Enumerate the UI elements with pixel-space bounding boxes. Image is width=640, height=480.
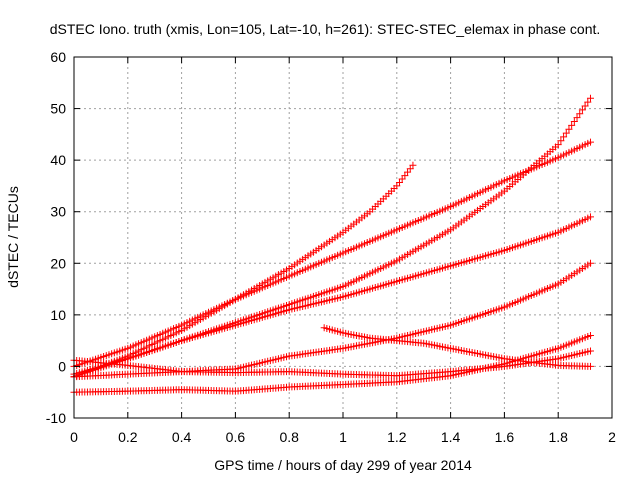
data-point [578, 106, 586, 114]
x-tick-label: 1.6 [495, 429, 515, 445]
series-sat7 [70, 347, 594, 381]
data-point [586, 331, 594, 339]
data-point [586, 94, 594, 102]
y-tick-label: 0 [58, 358, 66, 374]
grid [74, 57, 612, 418]
series-sat6 [320, 324, 594, 370]
series-sat5 [70, 259, 594, 376]
data-point [557, 137, 565, 145]
data-point [409, 161, 417, 169]
data-point [586, 362, 594, 370]
data-point [586, 347, 594, 355]
ticks: 0 0.2 0.4 0.6 0.8 1 1.2 1.4 1.6 1.8 2-100102030405… [46, 49, 616, 445]
data-point [581, 102, 589, 110]
y-axis-label: dSTEC / TECUs [5, 186, 21, 288]
data-point [584, 98, 592, 106]
data-point [568, 121, 576, 129]
data-point [586, 213, 594, 221]
y-tick-label: 50 [50, 101, 66, 117]
data-point [554, 141, 562, 149]
x-tick-label: 0.4 [172, 429, 192, 445]
data-point [586, 138, 594, 146]
y-tick-label: 10 [50, 307, 66, 323]
x-tick-label: 0.2 [118, 429, 138, 445]
y-tick-label: 40 [50, 152, 66, 168]
data-point [576, 110, 584, 118]
data-point [560, 133, 568, 141]
x-tick-label: 0 [70, 429, 78, 445]
x-tick-label: 1 [339, 429, 347, 445]
data-point [573, 114, 581, 122]
data-point [565, 125, 573, 133]
y-tick-label: -10 [46, 410, 66, 426]
x-tick-label: 1.8 [548, 429, 568, 445]
y-tick-label: 20 [50, 255, 66, 271]
series-sat3 [70, 138, 594, 370]
x-tick-label: 1.4 [441, 429, 461, 445]
chart-title: dSTEC Iono. truth (xmis, Lon=105, Lat=-1… [50, 21, 601, 37]
data-point [570, 117, 578, 125]
x-axis-label: GPS time / hours of day 299 of year 2014 [214, 457, 472, 473]
series-sat4 [70, 213, 594, 381]
data-point [562, 129, 570, 137]
y-tick-label: 30 [50, 204, 66, 220]
x-tick-label: 1.2 [387, 429, 407, 445]
plot-frame [73, 56, 613, 419]
data-points [70, 94, 594, 396]
data-point [586, 259, 594, 267]
x-tick-label: 2 [608, 429, 616, 445]
series-sat8 [70, 331, 594, 396]
x-tick-label: 0.6 [226, 429, 246, 445]
x-tick-label: 0.8 [279, 429, 299, 445]
y-tick-label: 60 [50, 49, 66, 65]
